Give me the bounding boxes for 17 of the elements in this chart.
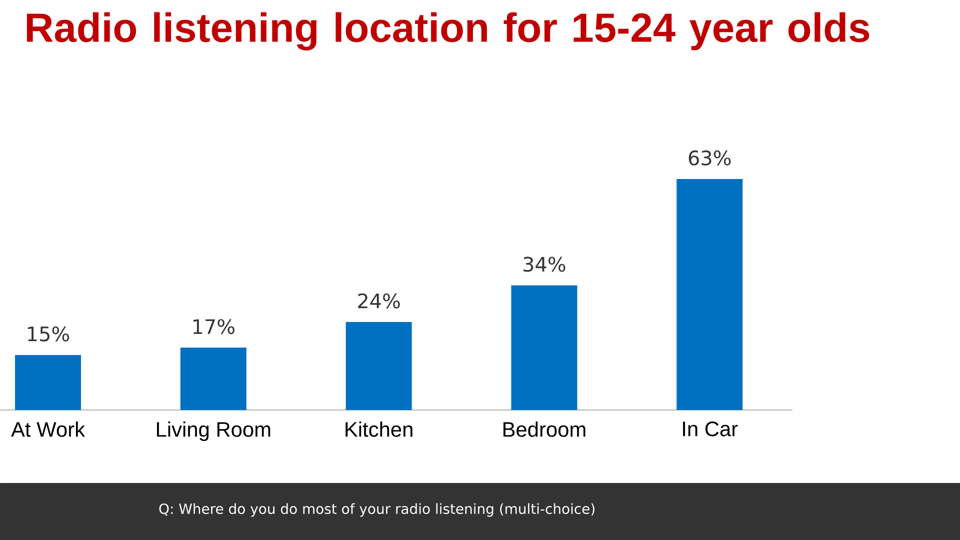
x-tick-label: Bedroom <box>503 422 586 437</box>
text: Q: Where do you do most of your radio listening (multi-choice) <box>159 503 594 517</box>
data-label: 34% <box>524 256 566 272</box>
x-tick-label: At Work <box>11 422 86 437</box>
bar <box>676 178 743 410</box>
data-label: 17% <box>193 319 234 334</box>
chart-title: Radio listening location for 15-24 year olds <box>26 12 870 50</box>
data-label: 63% <box>688 150 731 166</box>
bar <box>180 348 246 410</box>
data-label: 24% <box>358 293 400 308</box>
bar <box>511 285 578 410</box>
x-tick-label: Living Room <box>156 422 270 442</box>
x-tick-label: Kitchen <box>346 422 412 437</box>
bar <box>346 322 412 410</box>
bar <box>15 354 82 410</box>
x-tick-label: In Car <box>683 422 738 436</box>
data-label: 15% <box>28 326 70 342</box>
